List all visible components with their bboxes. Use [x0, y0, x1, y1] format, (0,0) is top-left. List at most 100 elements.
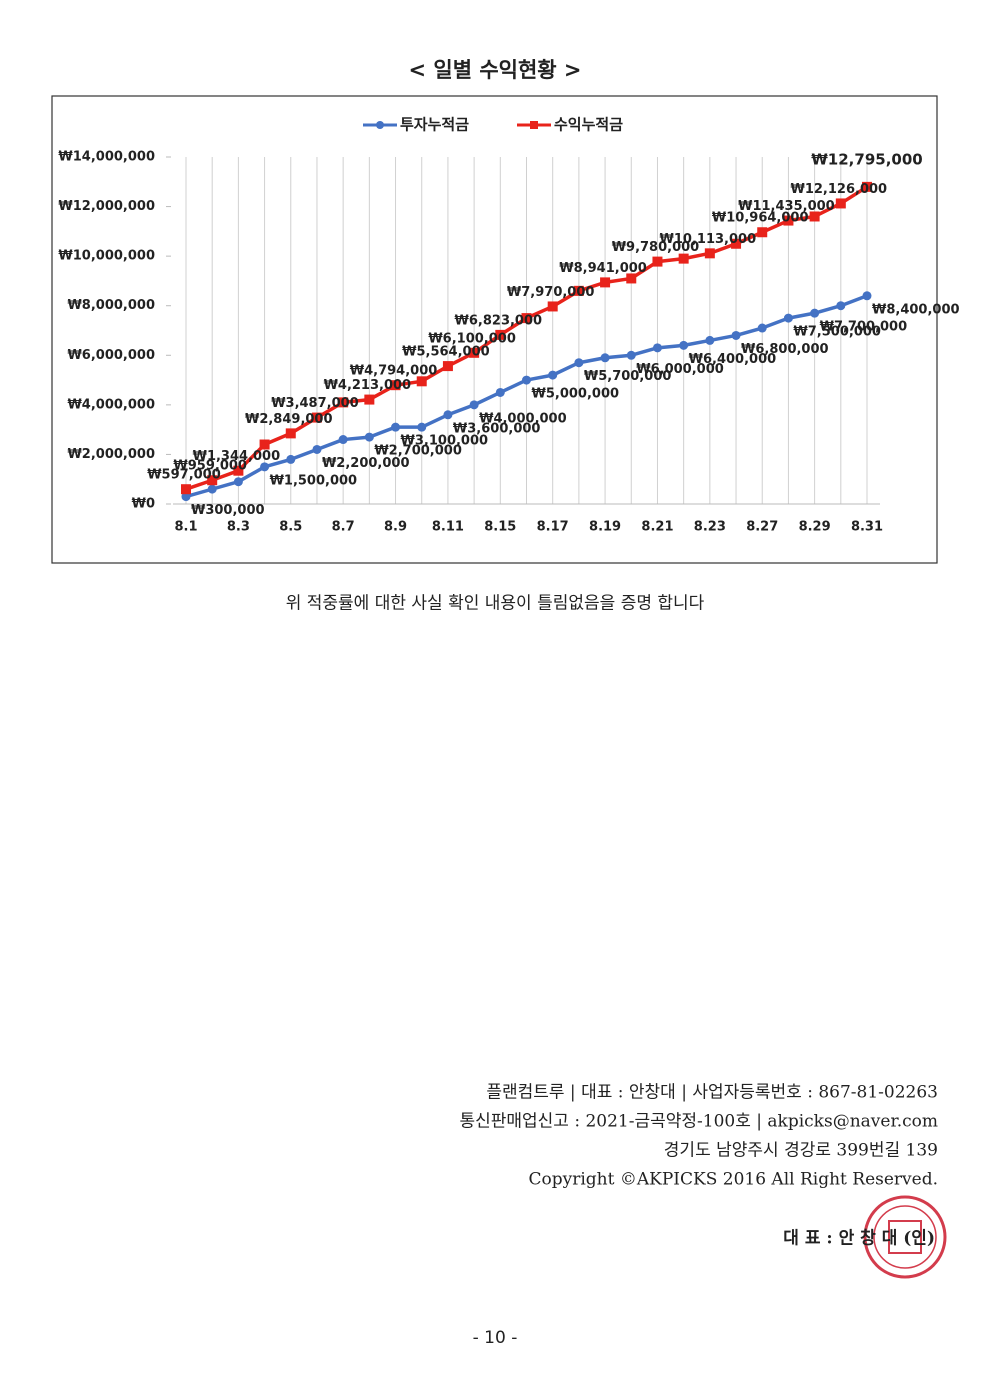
y-tick-label: ₩4,000,000 [67, 397, 155, 412]
point [338, 435, 348, 445]
legend-marker [530, 121, 538, 129]
point [364, 394, 375, 405]
point [233, 477, 243, 487]
point [705, 335, 715, 345]
point [573, 285, 584, 296]
y-tick-label: ₩0 [132, 497, 155, 512]
x-tick-label: 8.29 [799, 520, 831, 535]
x-tick-label: 8.15 [484, 520, 516, 535]
point [207, 475, 218, 486]
footer-line: 플랜컴트루 | 대표 : 안창대 | 사업자등록번호 : 867-81-0226… [486, 1083, 938, 1103]
value-label: ₩5,564,000 [402, 345, 490, 360]
value-label: ₩4,213,000 [324, 378, 412, 393]
value-label: ₩3,100,000 [401, 434, 489, 449]
footer-line: Copyright ©AKPICKS 2016 All Right Reserv… [529, 1170, 939, 1190]
y-tick-label: ₩14,000,000 [58, 150, 155, 165]
value-label: ₩7,500,000 [793, 325, 881, 340]
footer-line: 경기도 남양주시 경강로 399번길 139 [664, 1141, 938, 1161]
footer-line: 통신판매업신고 : 2021-금곡약정-100호 | akpicks@naver… [459, 1112, 938, 1132]
point [574, 358, 584, 368]
x-tick-label: 8.17 [537, 520, 569, 535]
point [731, 238, 742, 249]
point [390, 380, 401, 391]
point [417, 422, 427, 432]
point [835, 198, 846, 209]
chart: ₩0 ₩2,000,000 ₩4,000,000 ₩6,000,000 ₩8,000,0… [58, 116, 959, 535]
point [547, 301, 558, 312]
value-label: ₩6,000,000 [636, 362, 724, 377]
point [207, 484, 217, 494]
x-tick-label: 8.1 [174, 520, 197, 535]
x-tick-label: 8.21 [641, 520, 673, 535]
point [679, 340, 689, 350]
y-tick-label: ₩10,000,000 [58, 249, 155, 264]
legend-label: 수익누적금 [554, 116, 623, 134]
x-tick-label: 8.23 [694, 520, 726, 535]
point [495, 329, 506, 340]
y-tick-label: ₩12,000,000 [58, 199, 155, 214]
point [233, 465, 244, 476]
x-tick-label: 8.19 [589, 520, 621, 535]
value-label: ₩6,400,000 [689, 352, 777, 367]
point [522, 375, 531, 385]
value-label: ₩9,780,000 [612, 240, 700, 255]
point [810, 308, 820, 318]
value-label: ₩6,100,000 [428, 331, 516, 346]
page-number: - 10 - [473, 1328, 518, 1348]
value-label: ₩5,700,000 [584, 369, 672, 384]
point [626, 273, 637, 284]
value-label: ₩300,000 [191, 503, 265, 518]
point [181, 484, 191, 495]
y-tick-label: ₩2,000,000 [67, 447, 155, 462]
x-tick-label: 8.27 [746, 520, 778, 535]
value-label: ₩4,794,000 [350, 364, 438, 379]
chart-heading: < 일별 수익현황 > [408, 58, 581, 82]
value-label: ₩7,700,000 [820, 320, 908, 335]
point [836, 301, 846, 311]
value-label: ₩12,126,000 [791, 182, 888, 197]
point [286, 454, 296, 464]
point [312, 444, 322, 454]
point [652, 343, 662, 353]
point [442, 361, 453, 372]
point [469, 347, 480, 358]
x-tick-label: 8.7 [332, 520, 355, 535]
point [600, 353, 610, 363]
point [338, 397, 349, 408]
point [391, 422, 401, 432]
y-tick-label: ₩8,000,000 [67, 298, 155, 313]
x-tick-label: 8.31 [851, 520, 883, 535]
point [809, 211, 820, 222]
value-label: ₩6,823,000 [455, 313, 543, 328]
value-label: ₩7,970,000 [507, 285, 595, 300]
value-label: ₩1,344,000 [193, 449, 281, 464]
value-label: ₩4,000,000 [479, 411, 567, 426]
point [783, 313, 793, 323]
seal [863, 1195, 947, 1279]
point [862, 291, 872, 301]
value-label: ₩3,600,000 [453, 421, 541, 436]
point [521, 313, 532, 324]
value-label: ₩2,700,000 [374, 444, 462, 459]
point [678, 253, 689, 264]
point [469, 400, 479, 410]
point [862, 181, 872, 192]
point [600, 277, 611, 288]
value-label: ₩6,800,000 [741, 342, 829, 357]
value-label: ₩3,487,000 [271, 396, 359, 411]
point [416, 376, 427, 387]
point [260, 462, 270, 472]
x-tick-label: 8.5 [279, 520, 302, 535]
legend-marker [376, 121, 384, 129]
point [364, 432, 374, 442]
seal-inner [873, 1205, 937, 1269]
x-tick-label: 8.3 [227, 520, 250, 535]
point [495, 387, 505, 397]
value-label: ₩8,400,000 [872, 302, 960, 317]
y-tick-label: ₩6,000,000 [67, 348, 155, 363]
value-label: ₩2,200,000 [322, 456, 410, 471]
value-label: ₩8,941,000 [559, 261, 647, 276]
point [181, 492, 191, 502]
